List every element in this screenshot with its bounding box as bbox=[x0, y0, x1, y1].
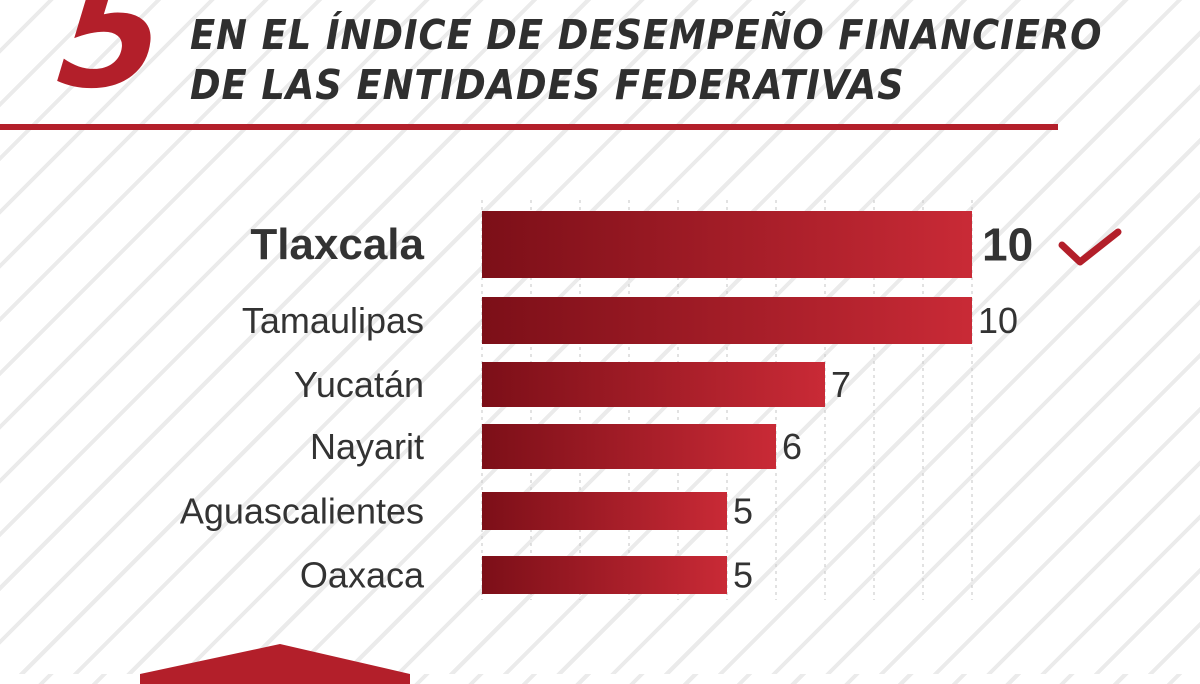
page-title: EN EL ÍNDICE DE DESEMPEÑO FINANCIERO DE … bbox=[190, 10, 1103, 110]
bar bbox=[482, 297, 972, 344]
value-label: 10 bbox=[982, 219, 1033, 271]
category-label: Oaxaca bbox=[300, 555, 425, 596]
value-label: 10 bbox=[978, 300, 1018, 341]
bar bbox=[482, 492, 727, 530]
bar bbox=[482, 556, 727, 594]
value-label: 5 bbox=[733, 555, 753, 596]
value-label: 7 bbox=[831, 364, 851, 405]
bar bbox=[482, 424, 776, 469]
bar bbox=[482, 362, 825, 407]
category-label: Tamaulipas bbox=[242, 300, 424, 341]
category-label: Aguascalientes bbox=[180, 491, 424, 532]
category-label: Tlaxcala bbox=[250, 220, 424, 269]
category-label: Yucatán bbox=[294, 364, 424, 405]
value-label: 5 bbox=[733, 491, 753, 532]
checkmark-icon bbox=[1058, 228, 1122, 266]
title-underline bbox=[0, 124, 1058, 130]
category-label: Nayarit bbox=[310, 426, 424, 467]
title-line-1: EN EL ÍNDICE DE DESEMPEÑO FINANCIERO bbox=[190, 11, 1103, 59]
title-line-2: DE LAS ENTIDADES FEDERATIVAS bbox=[190, 61, 905, 109]
value-label: 6 bbox=[782, 426, 802, 467]
bottom-tab-shape bbox=[140, 644, 410, 684]
bar bbox=[482, 211, 972, 278]
